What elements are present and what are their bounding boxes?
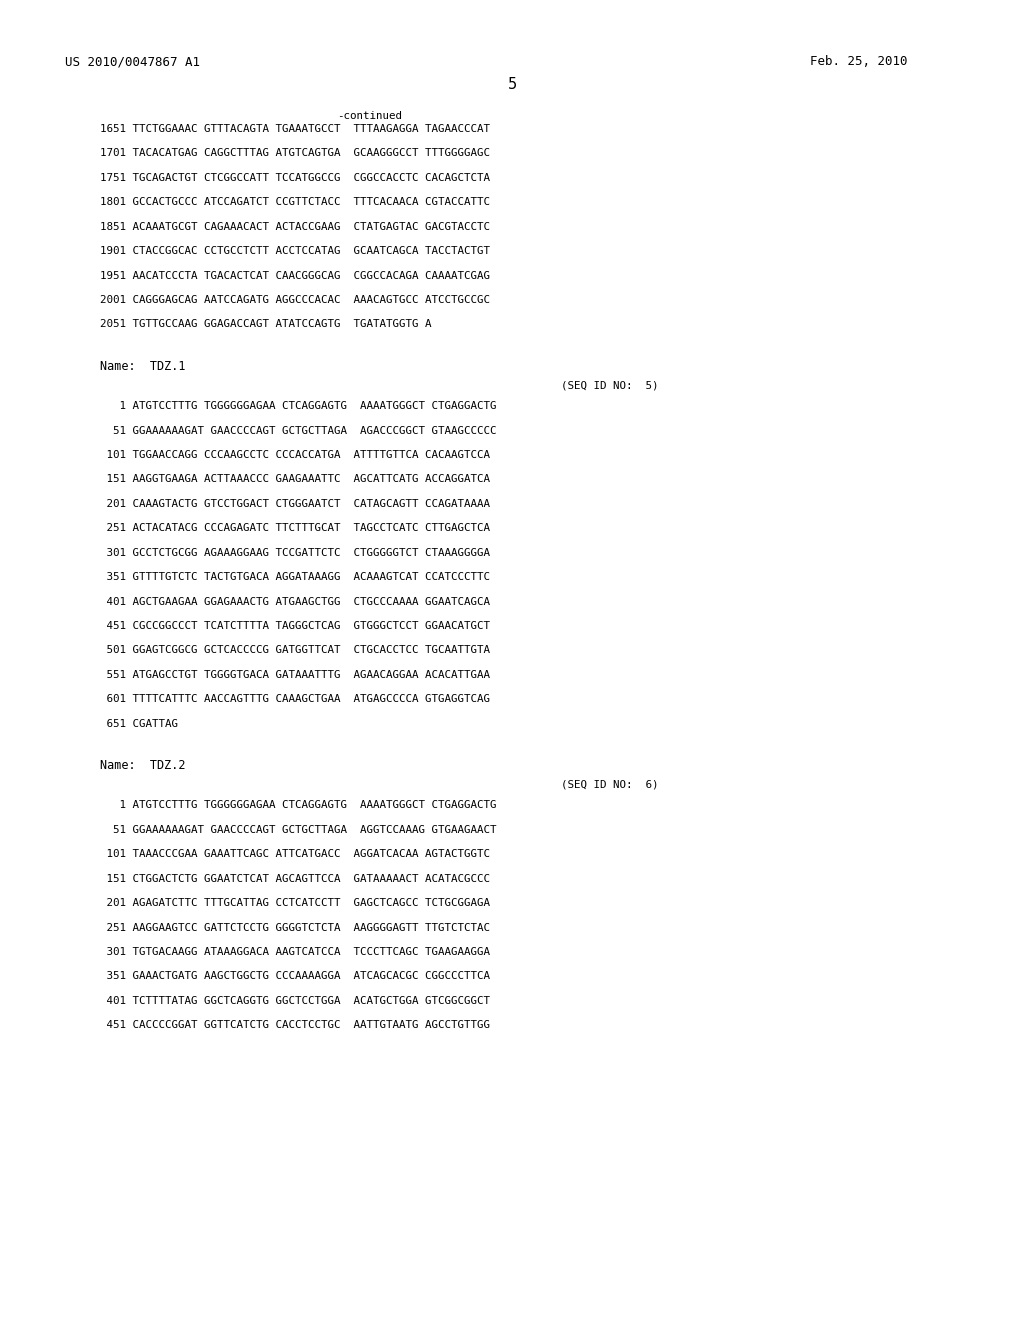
Text: US 2010/0047867 A1: US 2010/0047867 A1 — [65, 55, 200, 69]
Text: 451 CGCCGGCCCT TCATCTTTTA TAGGGCTCAG  GTGGGCTCCT GGAACATGCT: 451 CGCCGGCCCT TCATCTTTTA TAGGGCTCAG GTG… — [100, 620, 490, 631]
Text: -continued: -continued — [338, 111, 402, 121]
Text: 2001 CAGGGAGCAG AATCCAGATG AGGCCCACAC  AAACAGTGCC ATCCTGCCGC: 2001 CAGGGAGCAG AATCCAGATG AGGCCCACAC AA… — [100, 296, 490, 305]
Text: 101 TGGAACCAGG CCCAAGCCTC CCCACCATGA  ATTTTGTTCA CACAAGTCCA: 101 TGGAACCAGG CCCAAGCCTC CCCACCATGA ATT… — [100, 450, 490, 461]
Text: 201 CAAAGTACTG GTCCTGGACT CTGGGAATCT  CATAGCAGTT CCAGATAAAA: 201 CAAAGTACTG GTCCTGGACT CTGGGAATCT CAT… — [100, 499, 490, 510]
Text: 351 GAAACTGATG AAGCTGGCTG CCCAAAAGGA  ATCAGCACGC CGGCCCTTCA: 351 GAAACTGATG AAGCTGGCTG CCCAAAAGGA ATC… — [100, 972, 490, 981]
Text: 601 TTTTCATTTC AACCAGTTTG CAAAGCTGAA  ATGAGCCCCA GTGAGGTCAG: 601 TTTTCATTTC AACCAGTTTG CAAAGCTGAA ATG… — [100, 694, 490, 705]
Text: 301 GCCTCTGCGG AGAAAGGAAG TCCGATTCTC  CTGGGGGTCT CTAAAGGGGA: 301 GCCTCTGCGG AGAAAGGAAG TCCGATTCTC CTG… — [100, 548, 490, 558]
Text: 1751 TGCAGACTGT CTCGGCCATT TCCATGGCCG  CGGCCACCTC CACAGCTCTA: 1751 TGCAGACTGT CTCGGCCATT TCCATGGCCG CG… — [100, 173, 490, 183]
Text: 401 AGCTGAAGAA GGAGAAACTG ATGAAGCTGG  CTGCCCAAAA GGAATCAGCA: 401 AGCTGAAGAA GGAGAAACTG ATGAAGCTGG CTG… — [100, 597, 490, 607]
Text: 551 ATGAGCCTGT TGGGGTGACA GATAAATTTG  AGAACAGGAA ACACATTGAA: 551 ATGAGCCTGT TGGGGTGACA GATAAATTTG AGA… — [100, 669, 490, 680]
Text: 301 TGTGACAAGG ATAAAGGACA AAGTCATCCA  TCCCTTCAGC TGAAGAAGGA: 301 TGTGACAAGG ATAAAGGACA AAGTCATCCA TCC… — [100, 946, 490, 957]
Text: 1 ATGTCCTTTG TGGGGGGAGAA CTCAGGAGTG  AAAATGGGCT CTGAGGACTG: 1 ATGTCCTTTG TGGGGGGAGAA CTCAGGAGTG AAAA… — [100, 800, 497, 810]
Text: 1901 CTACCGGCAC CCTGCCTCTT ACCTCCATAG  GCAATCAGCA TACCTACTGT: 1901 CTACCGGCAC CCTGCCTCTT ACCTCCATAG GC… — [100, 247, 490, 256]
Text: 51 GGAAAAAAGAT GAACCCCAGT GCTGCTTAGA  AGGTCCAAAG GTGAAGAACT: 51 GGAAAAAAGAT GAACCCCAGT GCTGCTTAGA AGG… — [100, 825, 497, 834]
Text: 1851 ACAAATGCGT CAGAAACACT ACTACCGAAG  CTATGAGTAC GACGTACCTC: 1851 ACAAATGCGT CAGAAACACT ACTACCGAAG CT… — [100, 222, 490, 232]
Text: 1951 AACATCCCTA TGACACTCAT CAACGGGCAG  CGGCCACAGA CAAAATCGAG: 1951 AACATCCCTA TGACACTCAT CAACGGGCAG CG… — [100, 271, 490, 281]
Text: 2051 TGTTGCCAAG GGAGACCAGT ATATCCAGTG  TGATATGGTG A: 2051 TGTTGCCAAG GGAGACCAGT ATATCCAGTG TG… — [100, 319, 431, 330]
Text: 101 TAAACCCGAA GAAATTCAGC ATTCATGACC  AGGATCACAA AGTACTGGTC: 101 TAAACCCGAA GAAATTCAGC ATTCATGACC AGG… — [100, 849, 490, 859]
Text: 201 AGAGATCTTC TTTGCATTAG CCTCATCCTT  GAGCTCAGCC TCTGCGGAGA: 201 AGAGATCTTC TTTGCATTAG CCTCATCCTT GAG… — [100, 898, 490, 908]
Text: 1 ATGTCCTTTG TGGGGGGAGAA CTCAGGAGTG  AAAATGGGCT CTGAGGACTG: 1 ATGTCCTTTG TGGGGGGAGAA CTCAGGAGTG AAAA… — [100, 401, 497, 412]
Text: 451 CACCCCGGAT GGTTCATCTG CACCTCCTGC  AATTGTAATG AGCCTGTTGG: 451 CACCCCGGAT GGTTCATCTG CACCTCCTGC AAT… — [100, 1020, 490, 1030]
Text: 651 CGATTAG: 651 CGATTAG — [100, 718, 178, 729]
Text: 1801 GCCACTGCCC ATCCAGATCT CCGTTCTACC  TTTCACAACA CGTACCATTC: 1801 GCCACTGCCC ATCCAGATCT CCGTTCTACC TT… — [100, 198, 490, 207]
Text: 251 ACTACATACG CCCAGAGATC TTCTTTGCAT  TAGCCTCATC CTTGAGCTCA: 251 ACTACATACG CCCAGAGATC TTCTTTGCAT TAG… — [100, 523, 490, 533]
Text: 1651 TTCTGGAAAC GTTTACAGTA TGAAATGCCT  TTTAAGAGGA TAGAACCCAT: 1651 TTCTGGAAAC GTTTACAGTA TGAAATGCCT TT… — [100, 124, 490, 135]
Text: 51 GGAAAAAAGAT GAACCCCAGT GCTGCTTAGA  AGACCCGGCT GTAAGCCCCC: 51 GGAAAAAAGAT GAACCCCAGT GCTGCTTAGA AGA… — [100, 425, 497, 436]
Text: 5: 5 — [508, 77, 516, 91]
Text: 251 AAGGAAGTCC GATTCTCCTG GGGGTCTCTA  AAGGGGAGTT TTGTCTCTAC: 251 AAGGAAGTCC GATTCTCCTG GGGGTCTCTA AAG… — [100, 923, 490, 932]
Text: 351 GTTTTGTCTC TACTGTGACA AGGATAAAGG  ACAAAGTCAT CCATCCCTTC: 351 GTTTTGTCTC TACTGTGACA AGGATAAAGG ACA… — [100, 572, 490, 582]
Text: 151 CTGGACTCTG GGAATCTCAT AGCAGTTCCA  GATAAAAACT ACATACGCCC: 151 CTGGACTCTG GGAATCTCAT AGCAGTTCCA GAT… — [100, 874, 490, 883]
Text: 1701 TACACATGAG CAGGCTTTAG ATGTCAGTGA  GCAAGGGCCT TTTGGGGAGC: 1701 TACACATGAG CAGGCTTTAG ATGTCAGTGA GC… — [100, 149, 490, 158]
Text: 501 GGAGTCGGCG GCTCACCCCG GATGGTTCAT  CTGCACCTCC TGCAATTGTA: 501 GGAGTCGGCG GCTCACCCCG GATGGTTCAT CTG… — [100, 645, 490, 656]
Text: Feb. 25, 2010: Feb. 25, 2010 — [810, 55, 907, 69]
Text: Name:  TDZ.2: Name: TDZ.2 — [100, 759, 185, 772]
Text: 401 TCTTTTATAG GGCTCAGGTG GGCTCCTGGA  ACATGCTGGA GTCGGCGGCT: 401 TCTTTTATAG GGCTCAGGTG GGCTCCTGGA ACA… — [100, 995, 490, 1006]
Text: (SEQ ID NO:  6): (SEQ ID NO: 6) — [561, 780, 658, 789]
Text: 151 AAGGTGAAGA ACTTAAACCC GAAGAAATTC  AGCATTCATG ACCAGGATCA: 151 AAGGTGAAGA ACTTAAACCC GAAGAAATTC AGC… — [100, 474, 490, 484]
Text: Name:  TDZ.1: Name: TDZ.1 — [100, 360, 185, 372]
Text: (SEQ ID NO:  5): (SEQ ID NO: 5) — [561, 380, 658, 391]
